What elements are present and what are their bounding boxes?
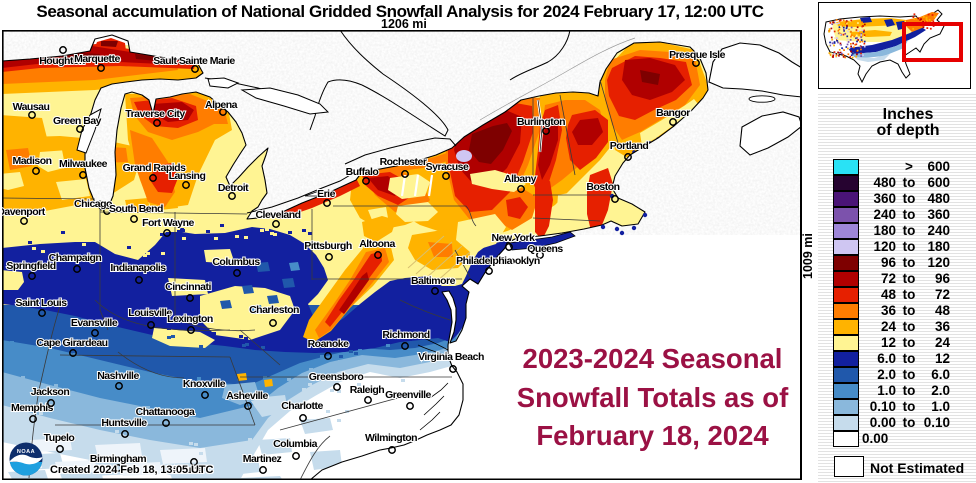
svg-text:Detroit: Detroit [218, 182, 249, 194]
svg-text:Champaign: Champaign [49, 252, 102, 264]
svg-text:Albany: Albany [504, 173, 537, 185]
svg-text:Queens: Queens [527, 243, 563, 255]
svg-text:Fort Wayne: Fort Wayne [142, 217, 194, 229]
svg-text:Memphis: Memphis [11, 402, 54, 414]
svg-text:Saint Louis: Saint Louis [15, 297, 67, 309]
svg-text:Cape Girardeau: Cape Girardeau [36, 337, 107, 349]
svg-text:Chicago: Chicago [74, 198, 112, 210]
svg-text:Traverse City: Traverse City [125, 108, 185, 120]
svg-text:Roanoke: Roanoke [308, 338, 350, 350]
svg-text:NOAA: NOAA [17, 449, 35, 455]
svg-text:Milwaukee: Milwaukee [59, 158, 108, 170]
svg-text:South Bend: South Bend [109, 203, 163, 215]
svg-text:Boston: Boston [586, 181, 619, 193]
svg-text:Virginia Beach: Virginia Beach [418, 351, 484, 363]
svg-text:Baltimore: Baltimore [411, 275, 456, 287]
svg-text:Richmond: Richmond [382, 329, 429, 341]
svg-text:Rochester: Rochester [380, 156, 427, 168]
svg-text:Portland: Portland [610, 140, 649, 152]
svg-text:Davenport: Davenport [2, 206, 46, 218]
svg-text:Raleigh: Raleigh [350, 384, 385, 396]
svg-text:Huntsville: Huntsville [101, 417, 147, 429]
svg-text:Presque Isle: Presque Isle [669, 49, 726, 61]
svg-text:Martinez: Martinez [243, 453, 282, 465]
svg-text:Indianapolis: Indianapolis [110, 262, 166, 274]
svg-text:Green Bay: Green Bay [53, 115, 102, 127]
svg-text:Philadelphia: Philadelphia [456, 255, 513, 267]
svg-text:Evansville: Evansville [71, 317, 118, 329]
svg-text:New York: New York [492, 232, 536, 244]
svg-text:Charlotte: Charlotte [281, 400, 323, 412]
svg-text:Bangor: Bangor [656, 107, 690, 119]
svg-text:Nashville: Nashville [97, 370, 139, 382]
svg-text:Alpena: Alpena [205, 99, 238, 111]
svg-text:Greensboro: Greensboro [309, 371, 364, 383]
svg-text:Houghton: Houghton [39, 55, 85, 67]
svg-text:Buffalo: Buffalo [346, 166, 379, 178]
svg-text:Asheville: Asheville [226, 390, 268, 402]
svg-text:Columbia: Columbia [273, 438, 317, 450]
svg-text:Knoxville: Knoxville [183, 378, 226, 390]
svg-text:Altoona: Altoona [359, 238, 395, 250]
svg-text:Springfield: Springfield [6, 260, 55, 272]
svg-text:Erie: Erie [317, 188, 336, 200]
svg-text:Brooklyn: Brooklyn [498, 255, 540, 267]
svg-text:Tupelo: Tupelo [44, 432, 75, 444]
svg-text:Marquette: Marquette [74, 53, 120, 65]
svg-text:Syracuse: Syracuse [426, 161, 469, 173]
svg-text:Lansing: Lansing [169, 170, 206, 182]
svg-text:Chattanooga: Chattanooga [136, 406, 195, 418]
svg-text:Madison: Madison [12, 155, 51, 167]
svg-text:Burlington: Burlington [517, 116, 565, 128]
svg-text:Jackson: Jackson [31, 386, 70, 398]
svg-text:Lexington: Lexington [167, 313, 213, 325]
svg-text:Atlanta: Atlanta [171, 464, 204, 476]
svg-text:Greenville: Greenville [385, 389, 431, 401]
svg-text:Wilmington: Wilmington [365, 432, 417, 444]
svg-text:Cleveland: Cleveland [255, 209, 300, 221]
svg-text:Columbus: Columbus [212, 256, 260, 268]
svg-text:Sault Sainte Marie: Sault Sainte Marie [153, 55, 235, 67]
svg-text:Birmingham: Birmingham [90, 453, 146, 465]
svg-text:Louisville: Louisville [128, 307, 172, 319]
svg-text:Wausau: Wausau [13, 101, 50, 113]
svg-text:Pittsburgh: Pittsburgh [304, 240, 352, 252]
svg-text:Grand Rapids: Grand Rapids [123, 162, 187, 174]
svg-text:Charleston: Charleston [249, 304, 299, 316]
svg-text:Cincinnati: Cincinnati [165, 281, 211, 293]
